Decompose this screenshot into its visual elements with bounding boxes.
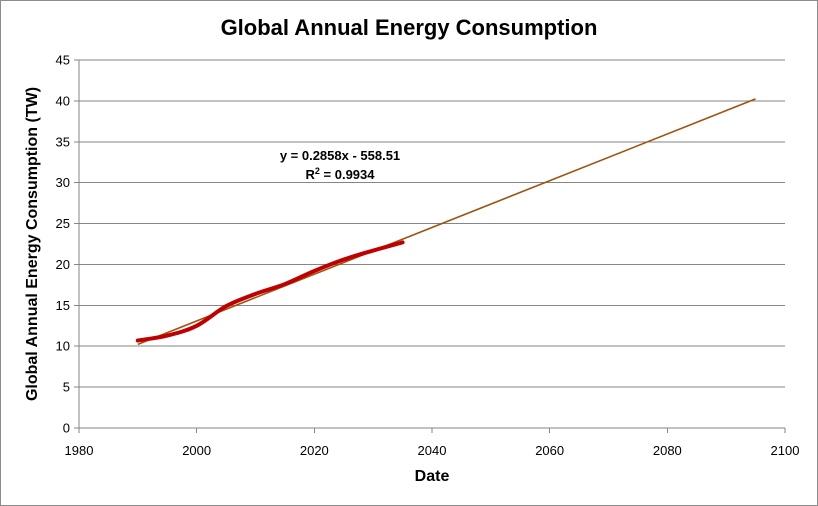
r-squared-exponent: 2 — [315, 166, 320, 176]
y-tick-label: 5 — [63, 380, 70, 395]
trendline-equation: y = 0.2858x - 558.51 — [280, 148, 400, 163]
r-squared-prefix: R — [306, 167, 316, 182]
y-tick-label: 30 — [56, 175, 70, 190]
y-tick-label: 10 — [56, 339, 70, 354]
y-tick-label: 35 — [56, 134, 70, 149]
y-tick-label: 25 — [56, 216, 70, 231]
x-axis-title: Date — [415, 468, 450, 485]
x-tick-label: 2040 — [418, 443, 447, 458]
y-axis-title: Global Annual Energy Consumption (TW) — [24, 87, 41, 401]
y-tick-label: 20 — [56, 257, 70, 272]
x-tick-label: 1980 — [65, 443, 94, 458]
consumption-line — [135, 240, 405, 343]
y-tick-label: 0 — [63, 421, 70, 436]
x-tick-label: 2000 — [182, 443, 211, 458]
trendline — [137, 98, 756, 346]
series — [135, 98, 756, 346]
tick-labels: 0 5 10 15 20 25 30 35 40 45 1980 2000 2020 2040 2060 20… — [56, 53, 800, 459]
axes — [74, 59, 786, 433]
y-tick-label: 40 — [56, 93, 70, 108]
r-squared-label: R2 = 0.9934 — [306, 166, 376, 182]
chart-title: Global Annual Energy Consumption — [221, 15, 598, 40]
x-tick-label: 2080 — [653, 443, 682, 458]
r-squared-value: = 0.9934 — [320, 167, 375, 182]
x-tick-label: 2020 — [300, 443, 329, 458]
y-tick-label: 15 — [56, 298, 70, 313]
x-tick-label: 2060 — [535, 443, 564, 458]
y-tick-label: 45 — [56, 53, 70, 68]
grid — [79, 59, 785, 388]
x-tick-label: 2100 — [771, 443, 800, 458]
